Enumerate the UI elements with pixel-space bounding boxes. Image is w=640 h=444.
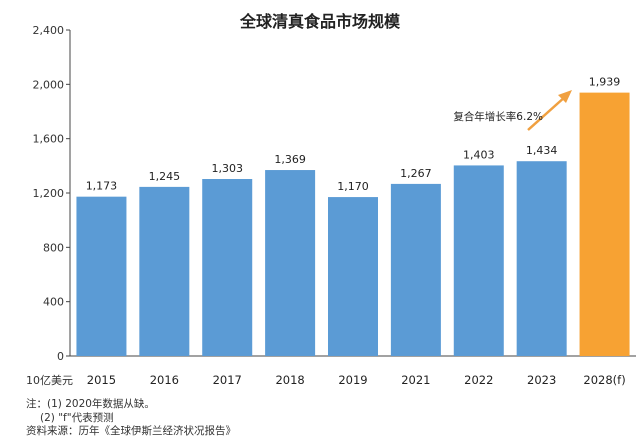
bar xyxy=(202,179,253,356)
cagr-arrow xyxy=(527,95,567,131)
x-tick-label: 2016 xyxy=(150,373,179,387)
bar xyxy=(453,165,504,356)
bar xyxy=(579,92,630,356)
x-tick-label: 2022 xyxy=(464,373,493,387)
data-label: 1,267 xyxy=(400,167,432,180)
data-label: 1,939 xyxy=(589,76,621,89)
y-tick-label: 800 xyxy=(43,241,64,254)
bar xyxy=(328,197,378,356)
x-tick-label: 2021 xyxy=(401,373,430,387)
y-tick-label: 2,000 xyxy=(33,78,65,91)
arrow-head-icon xyxy=(558,90,572,103)
x-tick-label: 2018 xyxy=(275,373,304,387)
bar xyxy=(76,196,127,356)
y-tick-label: 400 xyxy=(43,296,64,309)
y-tick-label: 1,600 xyxy=(33,133,65,146)
bar xyxy=(265,170,316,356)
x-tick-label: 2017 xyxy=(213,373,242,387)
bar xyxy=(139,186,190,356)
x-tick-label: 2023 xyxy=(527,373,556,387)
source-note: 资料来源：历年《全球伊斯兰经济状况报告》 xyxy=(26,425,236,437)
x-tick-label: 2019 xyxy=(338,373,367,387)
data-label: 1,173 xyxy=(86,180,118,193)
data-label: 1,303 xyxy=(211,162,243,175)
bar xyxy=(516,161,567,356)
data-label: 1,170 xyxy=(337,180,369,193)
y-tick-label: 0 xyxy=(57,350,64,363)
bar xyxy=(390,183,441,356)
data-label: 1,245 xyxy=(149,170,181,183)
x-tick-label: 2028(f) xyxy=(583,373,625,387)
data-label: 1,369 xyxy=(274,153,306,166)
note-1: 注：(1) 2020年数据从缺。 xyxy=(26,398,155,410)
y-tick-label: 1,200 xyxy=(33,187,65,200)
data-label: 1,434 xyxy=(526,144,558,157)
note-2: (2) "f"代表预测 xyxy=(40,412,114,424)
x-tick-label: 2015 xyxy=(87,373,116,387)
y-axis-unit: 10亿美元 xyxy=(26,374,73,387)
y-tick-label: 2,400 xyxy=(33,24,65,37)
chart-title: 全球清真食品市场规模 xyxy=(239,12,400,31)
data-label: 1,403 xyxy=(463,148,495,161)
cagr-annotation: 复合年增长率6.2% xyxy=(453,110,543,123)
